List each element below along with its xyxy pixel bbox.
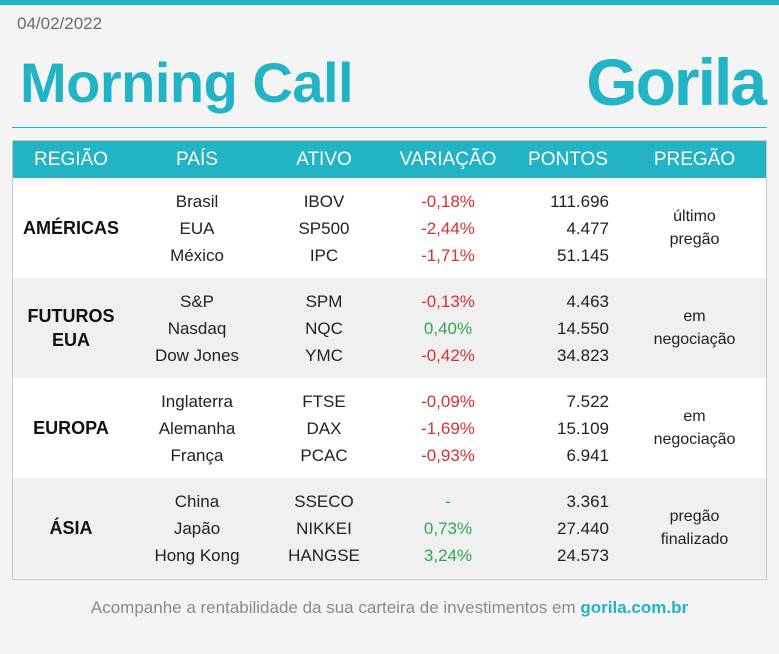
header-pregao: PREGÃO bbox=[653, 148, 736, 170]
header-pontos: PONTOS bbox=[528, 148, 608, 170]
points-cell: 6.941 bbox=[566, 445, 609, 465]
asset-cell: SPM bbox=[305, 291, 343, 311]
variation-column: -0,13% 0,40% -0,42% bbox=[383, 278, 513, 378]
variation-column: -0,09% -1,69% -0,93% bbox=[383, 378, 513, 478]
region-label-text: AMÉRICAS bbox=[22, 218, 119, 238]
country-column: China Japão Hong Kong bbox=[129, 478, 265, 578]
country-cell: S&P bbox=[179, 291, 215, 311]
region-label: ÁSIA bbox=[13, 478, 129, 578]
country-column: Inglaterra Alemanha França bbox=[129, 378, 265, 478]
variation-cell: 0,73% bbox=[423, 518, 473, 538]
session-status: pregão finalizado bbox=[660, 508, 729, 548]
country-cell: China bbox=[174, 491, 220, 511]
footer-text: Acompanhe a rentabilidade da sua carteir… bbox=[90, 598, 581, 617]
points-cell: 15.109 bbox=[557, 418, 609, 438]
points-column: 3.361 27.440 24.573 bbox=[513, 478, 623, 578]
footer-note: Acompanhe a rentabilidade da sua carteir… bbox=[0, 598, 779, 618]
points-cell: 34.823 bbox=[557, 345, 609, 365]
variation-cell: - bbox=[445, 491, 451, 511]
asset-cell: PCAC bbox=[300, 445, 348, 465]
country-cell: Brasil bbox=[175, 191, 219, 211]
variation-cell: -1,69% bbox=[421, 418, 475, 438]
market-table: REGIÃO PAÍS ATIVO VARIAÇÃO PONTOS PREGÃO… bbox=[12, 140, 767, 580]
variation-cell: -0,18% bbox=[421, 191, 475, 211]
variation-column: -0,18% -2,44% -1,71% bbox=[383, 178, 513, 278]
region-label: FUTUROS EUA bbox=[13, 278, 129, 378]
variation-column: - 0,73% 3,24% bbox=[383, 478, 513, 578]
asset-cell: FTSE bbox=[302, 391, 346, 411]
asset-column: SSECO NIKKEI HANGSE bbox=[265, 478, 383, 578]
variation-cell: -0,13% bbox=[421, 291, 475, 311]
region-group: ÁSIA China Japão Hong Kong SSECO NIKKEI HANGSE… bbox=[13, 478, 766, 578]
header-divider bbox=[12, 127, 767, 128]
country-cell: Japão bbox=[173, 518, 221, 538]
header-pais: PAÍS bbox=[176, 148, 218, 170]
region-label: AMÉRICAS bbox=[13, 178, 129, 278]
variation-cell: -1,71% bbox=[421, 245, 475, 265]
variation-cell: -0,09% bbox=[421, 391, 475, 411]
country-cell: Hong Kong bbox=[154, 545, 240, 565]
session-status: último pregão bbox=[669, 208, 720, 248]
header-variacao: VARIAÇÃO bbox=[399, 148, 497, 170]
points-cell: 7.522 bbox=[566, 391, 609, 411]
variation-cell: -2,44% bbox=[421, 218, 475, 238]
points-cell: 3.361 bbox=[566, 491, 609, 511]
region-label-text: ÁSIA bbox=[49, 518, 93, 538]
gorila-logo: Gorila bbox=[586, 45, 767, 119]
country-cell: Dow Jones bbox=[154, 345, 240, 365]
points-cell: 111.696 bbox=[550, 191, 609, 211]
country-cell: EUA bbox=[179, 218, 215, 238]
country-cell: Inglaterra bbox=[161, 391, 233, 411]
header-ativo: ATIVO bbox=[296, 148, 352, 170]
page-title: Morning Call bbox=[20, 51, 354, 114]
region-label-text: EUROPA bbox=[33, 418, 109, 438]
points-cell: 27.440 bbox=[557, 518, 609, 538]
asset-column: IBOV SP500 IPC bbox=[265, 178, 383, 278]
country-column: Brasil EUA México bbox=[129, 178, 265, 278]
asset-cell: YMC bbox=[305, 345, 343, 365]
table-header: REGIÃO PAÍS ATIVO VARIAÇÃO PONTOS PREGÃO bbox=[13, 141, 766, 178]
points-cell: 4.477 bbox=[566, 218, 609, 238]
asset-cell: SP500 bbox=[298, 218, 350, 238]
asset-cell: SSECO bbox=[294, 491, 354, 511]
session-status: em negociação bbox=[653, 408, 736, 448]
top-accent-bar bbox=[0, 0, 779, 5]
asset-cell: DAX bbox=[306, 418, 342, 438]
report-date: 04/02/2022 bbox=[17, 14, 103, 33]
footer-link[interactable]: gorila.com.br bbox=[580, 598, 689, 617]
region-label: EUROPA bbox=[13, 378, 129, 478]
asset-cell: IBOV bbox=[303, 191, 345, 211]
region-group: FUTUROS EUA S&P Nasdaq Dow Jones SPM NQC YMC -0,… bbox=[13, 278, 766, 378]
points-cell: 4.463 bbox=[566, 291, 609, 311]
variation-cell: -0,93% bbox=[421, 445, 475, 465]
session-status: em negociação bbox=[653, 308, 736, 348]
asset-cell: HANGSE bbox=[288, 545, 360, 565]
variation-cell: 0,40% bbox=[423, 318, 473, 338]
country-column: S&P Nasdaq Dow Jones bbox=[129, 278, 265, 378]
country-cell: Nasdaq bbox=[167, 318, 227, 338]
region-group: AMÉRICAS Brasil EUA México IBOV SP500 IPC -0,18… bbox=[13, 178, 766, 278]
table-body: AMÉRICAS Brasil EUA México IBOV SP500 IPC -0,18… bbox=[13, 178, 766, 578]
variation-cell: 3,24% bbox=[423, 545, 473, 565]
asset-column: FTSE DAX PCAC bbox=[265, 378, 383, 478]
asset-cell: NIKKEI bbox=[296, 518, 352, 538]
points-cell: 24.573 bbox=[557, 545, 609, 565]
country-cell: Alemanha bbox=[158, 418, 236, 438]
country-cell: França bbox=[170, 445, 224, 465]
country-cell: México bbox=[170, 245, 224, 265]
region-group: EUROPA Inglaterra Alemanha França FTSE DAX PCA… bbox=[13, 378, 766, 478]
asset-cell: IPC bbox=[309, 245, 339, 265]
points-column: 7.522 15.109 6.941 bbox=[513, 378, 623, 478]
asset-column: SPM NQC YMC bbox=[265, 278, 383, 378]
header-regiao: REGIÃO bbox=[34, 148, 108, 170]
points-column: 4.463 14.550 34.823 bbox=[513, 278, 623, 378]
asset-cell: NQC bbox=[305, 318, 343, 338]
region-label-text: FUTUROS EUA bbox=[27, 306, 115, 350]
variation-cell: -0,42% bbox=[421, 345, 475, 365]
points-cell: 51.145 bbox=[557, 245, 609, 265]
points-cell: 14.550 bbox=[557, 318, 609, 338]
points-column: 111.696 4.477 51.145 bbox=[513, 178, 623, 278]
